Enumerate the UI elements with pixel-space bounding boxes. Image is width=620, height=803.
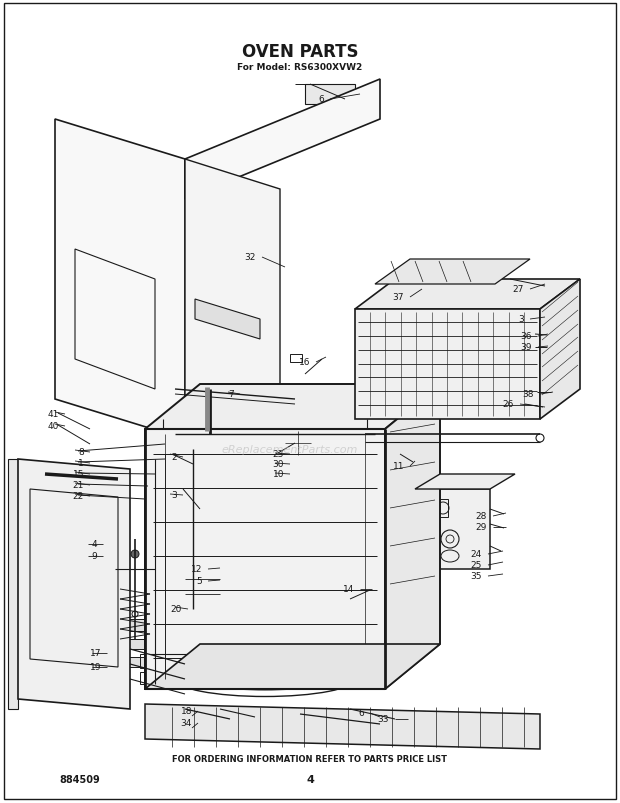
Text: 15: 15 <box>73 470 84 479</box>
Text: 38: 38 <box>523 390 534 399</box>
Polygon shape <box>145 385 440 430</box>
Polygon shape <box>355 310 540 419</box>
Text: 4: 4 <box>306 774 314 784</box>
Polygon shape <box>185 160 280 430</box>
Text: 4: 4 <box>91 540 97 548</box>
Bar <box>163 444 367 675</box>
Text: 29: 29 <box>476 523 487 532</box>
Text: 41: 41 <box>48 410 59 419</box>
Text: 8: 8 <box>78 448 84 457</box>
Text: 22: 22 <box>73 492 84 501</box>
Text: 30: 30 <box>273 460 284 469</box>
Text: For Model: RS6300XVW2: For Model: RS6300XVW2 <box>237 63 363 71</box>
Text: 19: 19 <box>89 662 101 671</box>
Text: 17: 17 <box>89 649 101 658</box>
Bar <box>305 85 355 105</box>
Text: 34: 34 <box>180 719 192 728</box>
Text: 21: 21 <box>73 481 84 490</box>
Bar <box>155 442 215 454</box>
Text: 36: 36 <box>521 332 532 341</box>
Text: 25: 25 <box>471 560 482 570</box>
Text: eReplacementParts.com: eReplacementParts.com <box>222 444 358 454</box>
Text: 3: 3 <box>518 315 524 324</box>
Polygon shape <box>18 459 130 709</box>
Text: 12: 12 <box>190 565 202 574</box>
Circle shape <box>296 442 300 446</box>
Text: 27: 27 <box>513 285 524 294</box>
Bar <box>390 459 415 475</box>
Text: 9: 9 <box>91 552 97 560</box>
Text: 18: 18 <box>180 707 192 715</box>
Text: 32: 32 <box>245 253 256 262</box>
Text: 6: 6 <box>358 708 364 718</box>
Polygon shape <box>55 120 185 439</box>
Polygon shape <box>540 279 580 419</box>
Text: FOR ORDERING INFORMATION REFER TO PARTS PRICE LIST: FOR ORDERING INFORMATION REFER TO PARTS … <box>172 755 448 764</box>
Polygon shape <box>185 80 380 200</box>
Bar <box>375 711 425 727</box>
Text: 28: 28 <box>476 512 487 521</box>
Bar <box>140 654 168 668</box>
Bar <box>118 619 158 631</box>
Text: 5: 5 <box>197 577 202 585</box>
Text: 884509: 884509 <box>60 774 100 784</box>
Text: 20: 20 <box>170 605 182 613</box>
Text: 3: 3 <box>171 491 177 500</box>
Bar <box>118 639 158 649</box>
Polygon shape <box>385 385 440 689</box>
Bar <box>118 657 153 667</box>
Text: 26: 26 <box>503 400 514 409</box>
Text: 14: 14 <box>343 585 354 593</box>
Text: 16: 16 <box>298 358 310 367</box>
Bar <box>420 499 448 517</box>
Text: 24: 24 <box>471 550 482 559</box>
Text: 10: 10 <box>273 470 284 479</box>
Text: 11: 11 <box>392 462 404 471</box>
Text: 2: 2 <box>171 453 177 462</box>
Polygon shape <box>355 279 580 310</box>
Bar <box>8 459 18 709</box>
Bar <box>230 230 260 242</box>
Text: OVEN PARTS: OVEN PARTS <box>242 43 358 61</box>
Polygon shape <box>195 300 260 340</box>
Bar <box>415 489 490 569</box>
Circle shape <box>131 550 139 558</box>
Text: 7: 7 <box>228 390 234 399</box>
Polygon shape <box>415 475 515 489</box>
Bar <box>423 503 433 512</box>
Text: 23: 23 <box>273 450 284 459</box>
Text: 37: 37 <box>392 293 404 302</box>
Text: 40: 40 <box>48 422 59 431</box>
Text: 35: 35 <box>471 572 482 581</box>
Bar <box>140 672 165 684</box>
Polygon shape <box>375 259 530 284</box>
Bar <box>185 565 220 619</box>
Text: 1: 1 <box>78 459 84 468</box>
Text: 39: 39 <box>521 343 532 352</box>
Text: 6: 6 <box>318 96 324 104</box>
Text: 33: 33 <box>378 715 389 724</box>
Polygon shape <box>145 704 540 749</box>
Bar <box>290 355 302 362</box>
Polygon shape <box>145 644 440 689</box>
Polygon shape <box>145 430 385 689</box>
